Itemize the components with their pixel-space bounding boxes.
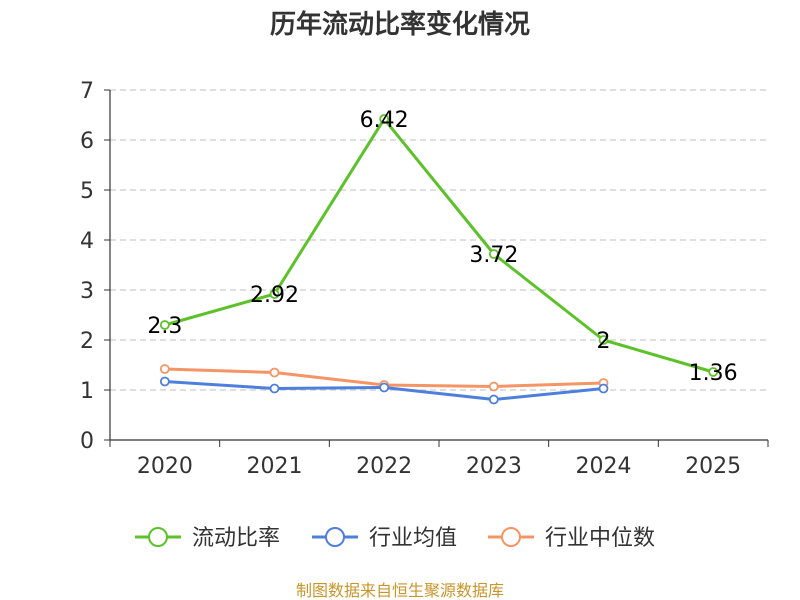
y-tick-label: 0 <box>80 429 94 454</box>
y-tick-label: 1 <box>80 379 94 404</box>
y-tick-label: 3 <box>80 279 94 304</box>
data-point <box>379 114 390 124</box>
data-point <box>598 335 609 345</box>
y-tick-label: 2 <box>80 329 94 354</box>
x-tick-label: 2025 <box>685 454 741 479</box>
legend-label: 行业均值 <box>369 526 457 551</box>
data-label: 2.92 <box>250 283 299 308</box>
y-tick-label: 7 <box>80 79 94 104</box>
x-tick-label: 2021 <box>247 454 303 479</box>
legend-swatch-marker <box>501 527 521 547</box>
data-label: 2 <box>597 329 611 354</box>
data-point <box>598 383 609 394</box>
y-tick-label: 4 <box>80 229 94 254</box>
data-point <box>269 289 280 299</box>
legend-item[interactable]: 流动比率 <box>135 526 280 551</box>
data-point <box>159 320 170 330</box>
grid-lines <box>110 89 768 391</box>
legend-swatch-marker <box>148 527 168 547</box>
x-tick-label: 2022 <box>356 454 412 479</box>
data-label: 2.3 <box>147 314 182 339</box>
data-label: 3.72 <box>469 243 518 268</box>
data-label: 1.36 <box>689 361 738 386</box>
data-point <box>379 382 390 393</box>
x-tick-label: 2024 <box>576 454 632 479</box>
x-tick-label: 2020 <box>137 454 193 479</box>
data-label: 6.42 <box>360 108 409 133</box>
axes: 0 1 2 3 4 5 6 7 2020 2021 2022 2023 2024 2025 <box>80 79 769 479</box>
data-point <box>159 364 170 374</box>
data-labels: 2.3 2.92 6.42 3.72 2 1.36 <box>147 108 737 386</box>
data-point <box>269 383 280 394</box>
chart-title: 历年流动比率变化情况 <box>270 9 530 40</box>
series-layer <box>159 114 719 405</box>
data-point <box>159 376 170 387</box>
x-tick-label: 2023 <box>466 454 522 479</box>
series-line-0 <box>164 117 714 374</box>
data-point <box>488 381 499 392</box>
data-point <box>269 367 280 378</box>
legend-item[interactable]: 行业中位数 <box>488 526 655 551</box>
legend-label: 流动比率 <box>192 526 280 551</box>
data-point <box>488 394 499 405</box>
y-tick-label: 5 <box>80 179 94 204</box>
legend[interactable]: 流动比率 行业均值 行业中位数 <box>135 526 655 551</box>
y-tick-label: 6 <box>80 129 94 154</box>
data-point <box>488 249 499 259</box>
data-point <box>708 367 719 377</box>
legend-item[interactable]: 行业均值 <box>312 526 457 551</box>
legend-label: 行业中位数 <box>545 526 655 551</box>
legend-swatch-marker <box>325 527 345 547</box>
source-note: 制图数据来自恒生聚源数据库 <box>296 581 504 600</box>
